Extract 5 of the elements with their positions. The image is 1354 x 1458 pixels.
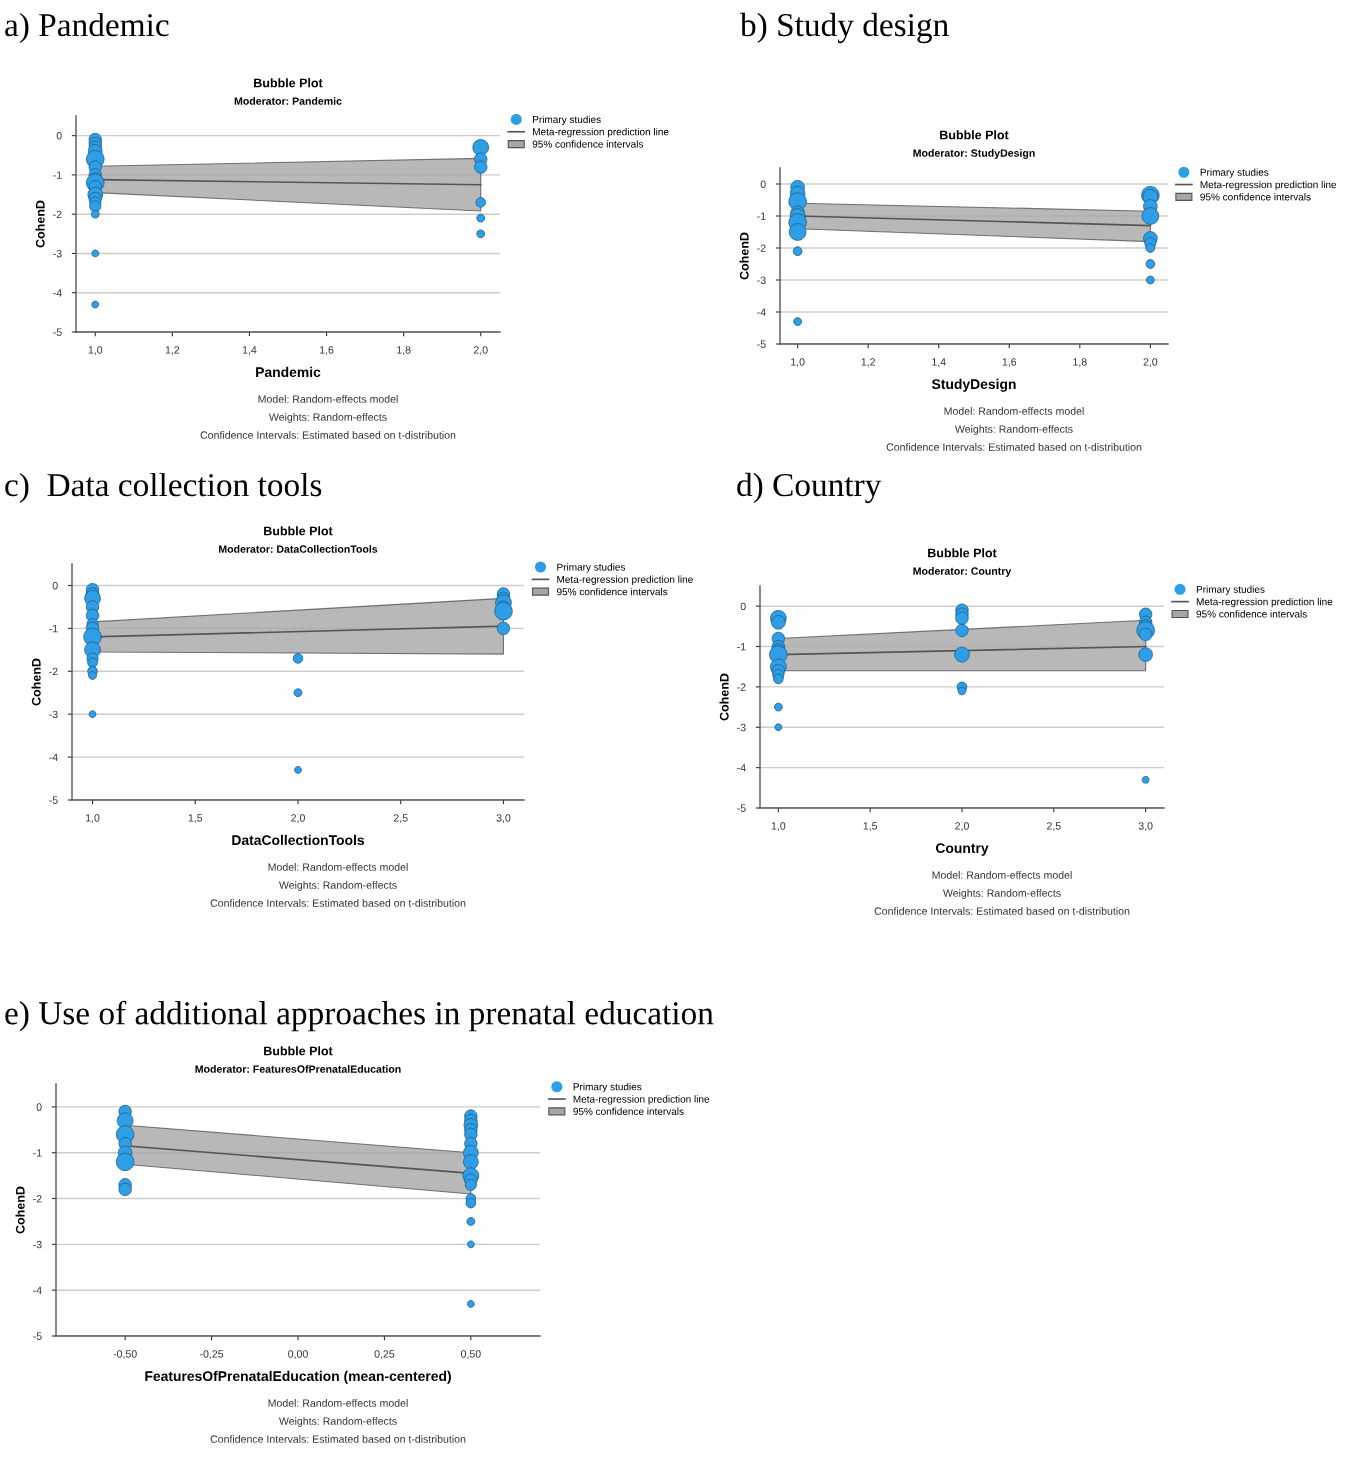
chart-title: d) Country — [737, 472, 882, 504]
chart-title: b) Study design — [740, 12, 949, 44]
chart-title: e) Use of additional approaches in prenatal education — [5, 1000, 714, 1032]
chart-title: a) Pandemic — [5, 12, 169, 44]
chart-title: c) Data collection tools — [5, 472, 322, 504]
